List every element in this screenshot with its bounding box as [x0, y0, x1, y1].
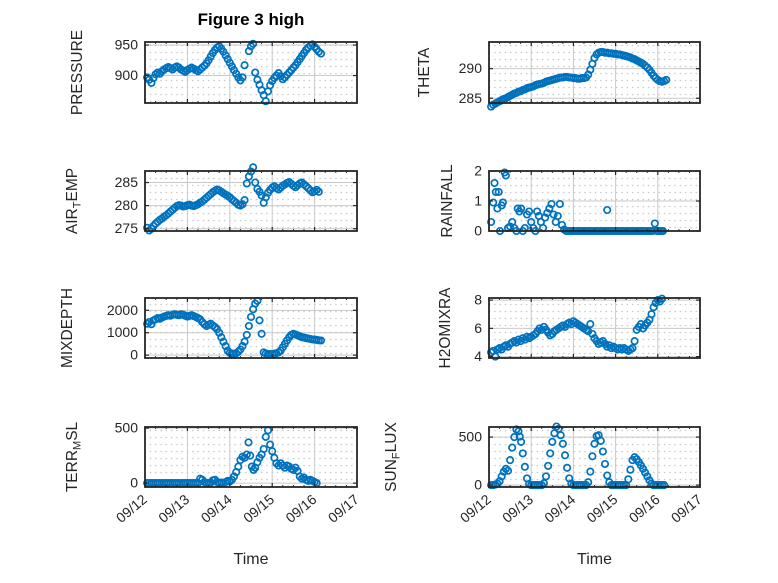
y-axis-label: MIXDEPTH	[59, 288, 76, 368]
svg-text:09/15: 09/15	[583, 491, 620, 526]
subplot-h2omixra: 4 6 8 H2OMIXRA	[437, 287, 701, 369]
scatter-markers	[143, 163, 323, 235]
y-axis-label: AIRTEMP	[64, 168, 84, 234]
y-axis-label: THETA	[416, 47, 433, 97]
svg-text:6: 6	[474, 320, 482, 336]
y-tick-labels: 0 500	[459, 429, 483, 493]
svg-text:0: 0	[130, 347, 138, 363]
svg-text:2: 2	[474, 163, 482, 179]
y-tick-labels: 0 1 2	[474, 163, 482, 239]
svg-text:0: 0	[130, 475, 138, 491]
svg-text:09/17: 09/17	[325, 491, 362, 526]
y-tick-labels: 275 280 285	[115, 174, 139, 236]
svg-text:285: 285	[459, 90, 483, 106]
y-tick-labels: 900 950	[115, 37, 139, 84]
plot-background	[489, 427, 700, 487]
y-axis-label: H2OMIXRA	[437, 287, 454, 369]
plot-background	[145, 42, 357, 103]
svg-text:09/15: 09/15	[240, 491, 277, 526]
svg-text:09/12: 09/12	[457, 491, 494, 526]
subplot-theta: 285 290 THETA	[416, 41, 701, 111]
grid-lines	[145, 298, 357, 358]
svg-text:0: 0	[474, 477, 482, 493]
y-tick-labels: 0 500	[115, 420, 139, 491]
tick-marks	[144, 42, 358, 103]
y-axis-label: PRESSURE	[69, 30, 86, 115]
subplot-airtemp: 275 280 285 AIRTEMP	[64, 163, 358, 236]
svg-text:09/12: 09/12	[113, 491, 150, 526]
x-axis-label-right: Time	[577, 551, 612, 568]
svg-text:285: 285	[115, 174, 139, 190]
svg-text:900: 900	[115, 67, 139, 83]
y-tick-labels: 285 290	[459, 60, 483, 106]
svg-text:09/13: 09/13	[499, 491, 536, 526]
y-axis-label: RAINFALL	[439, 164, 456, 238]
subplot-rainfall: 0 1 2 RAINFALL	[439, 163, 701, 239]
svg-text:500: 500	[115, 420, 139, 436]
figure-title: Figure 3 high	[197, 10, 305, 29]
tick-marks	[144, 427, 358, 487]
svg-text:2000: 2000	[107, 302, 138, 318]
tick-marks	[488, 170, 701, 232]
scatter-markers	[487, 422, 669, 490]
x-axis-label-left: Time	[233, 551, 269, 568]
svg-text:1000: 1000	[107, 324, 138, 340]
plot-background	[145, 427, 357, 487]
y-axis-label: SUNFLUX	[383, 422, 403, 492]
subplot-terrmsl: 0 500 TERRMSL 09/12 09/13 09/14 09/15 09/16 09/1…	[64, 420, 362, 526]
tick-marks	[488, 298, 701, 358]
scatter-markers	[143, 296, 326, 359]
tick-marks	[144, 298, 358, 358]
x-tick-labels: 09/12 09/13 09/14 09/15 09/16 09/17	[113, 491, 362, 526]
plot-background	[145, 171, 357, 231]
svg-text:09/13: 09/13	[155, 491, 192, 526]
subplot-pressure: 900 950 PRESSURE	[69, 30, 358, 115]
svg-text:500: 500	[459, 429, 483, 445]
subplot-sunflux: 0 500 SUNFLUX 09/12 09/13 09/14 09/15 09/16 09/1…	[383, 422, 705, 526]
tick-marks	[144, 171, 358, 231]
svg-text:950: 950	[115, 37, 139, 53]
svg-text:09/16: 09/16	[282, 491, 319, 526]
svg-text:275: 275	[115, 220, 139, 236]
svg-text:290: 290	[459, 60, 483, 76]
tick-marks	[488, 427, 701, 487]
svg-text:09/17: 09/17	[668, 491, 705, 526]
scatter-markers	[143, 39, 326, 106]
svg-text:1: 1	[474, 193, 482, 209]
svg-text:4: 4	[474, 348, 482, 364]
scatter-markers	[143, 426, 321, 488]
svg-text:280: 280	[115, 197, 139, 213]
grid-lines	[145, 171, 357, 231]
svg-text:8: 8	[474, 292, 482, 308]
svg-text:09/14: 09/14	[541, 491, 578, 526]
svg-text:0: 0	[474, 223, 482, 239]
y-axis-label: TERRMSL	[64, 421, 84, 492]
svg-text:09/16: 09/16	[626, 491, 663, 526]
tick-marks	[488, 42, 701, 103]
subplot-mixdepth: 0 1000 2000 MIXDEPTH	[59, 288, 358, 368]
grid-lines	[489, 42, 700, 103]
x-tick-labels: 09/12 09/13 09/14 09/15 09/16 09/17	[457, 491, 705, 526]
y-tick-labels: 0 1000 2000	[107, 302, 138, 363]
y-tick-labels: 4 6 8	[474, 292, 482, 364]
svg-text:09/14: 09/14	[198, 491, 235, 526]
